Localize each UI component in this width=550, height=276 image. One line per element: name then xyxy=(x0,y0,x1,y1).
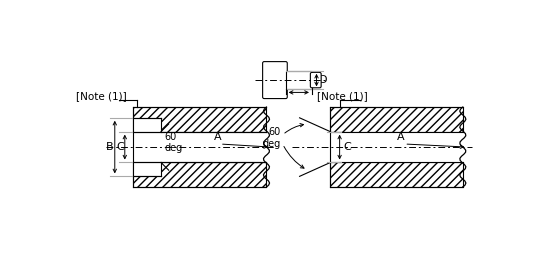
FancyBboxPatch shape xyxy=(310,72,321,88)
Text: 60
deg: 60 deg xyxy=(165,132,183,153)
Text: C: C xyxy=(343,142,351,152)
FancyBboxPatch shape xyxy=(263,62,287,99)
Bar xyxy=(133,118,161,132)
Bar xyxy=(133,163,161,176)
Text: C: C xyxy=(116,142,124,152)
Bar xyxy=(331,107,463,132)
Text: A: A xyxy=(214,132,222,142)
Bar xyxy=(133,132,267,163)
Text: [Note (1)]: [Note (1)] xyxy=(76,91,127,101)
Bar xyxy=(133,107,267,132)
Bar xyxy=(286,71,312,89)
Bar xyxy=(331,132,463,163)
Text: A: A xyxy=(397,132,404,142)
Text: B: B xyxy=(106,142,113,152)
Text: [Note (1)]: [Note (1)] xyxy=(317,91,367,101)
Text: D: D xyxy=(319,75,327,85)
Text: 60
deg: 60 deg xyxy=(263,127,281,149)
Text: F: F xyxy=(296,82,302,92)
Bar xyxy=(133,163,267,187)
Bar xyxy=(331,163,463,187)
